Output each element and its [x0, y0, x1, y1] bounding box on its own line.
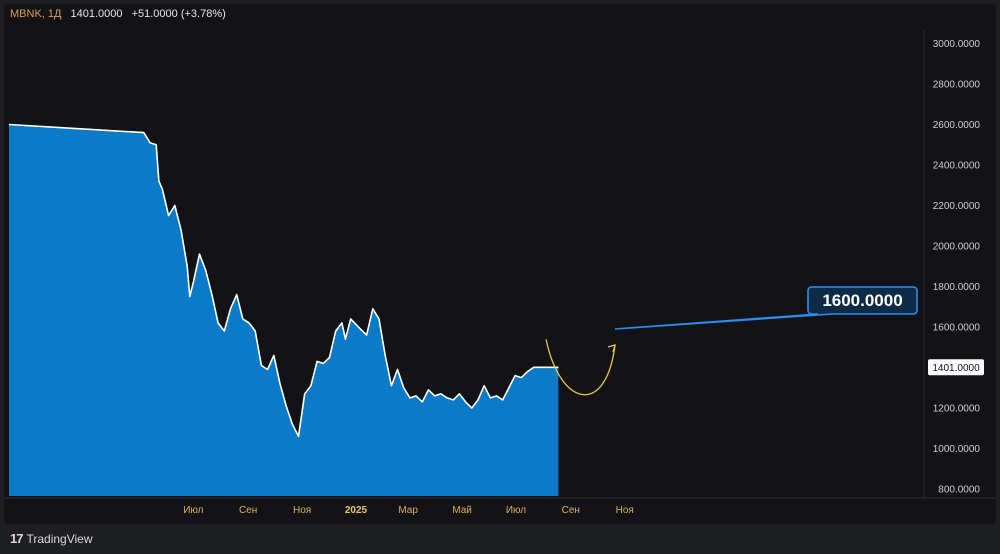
projection-arrowhead [607, 344, 616, 353]
y-tick-label: 1800.0000 [933, 282, 981, 293]
symbol-label[interactable]: MBNK, 1Д [10, 8, 62, 20]
x-tick-label: Июл [506, 505, 526, 516]
y-tick-label: 2200.0000 [933, 201, 981, 212]
y-tick-label: 2800.0000 [933, 80, 981, 91]
last-price-tag: 1401.0000 [928, 359, 984, 376]
time-axis[interactable]: Июл Сен Ноя 2025 Мар Май Июл Сен Ноя [183, 505, 634, 516]
tradingview-logo-text: TradingView [26, 531, 93, 546]
y-tick-label: 3000.0000 [933, 39, 981, 50]
x-tick-label: Май [452, 505, 472, 516]
last-price-tag-label: 1401.0000 [932, 363, 980, 374]
last-price-value: 1401.0000 [70, 8, 123, 20]
y-tick-label: 800.0000 [938, 485, 980, 496]
x-tick-label: Сен [562, 505, 580, 516]
target-label: 1600.0000 [822, 291, 902, 310]
symbol-header: MBNK, 1Д 1401.0000 +51.0000 (+3.78%) [10, 8, 226, 20]
y-tick-label: 1600.0000 [933, 323, 981, 334]
y-tick-label: 1200.0000 [933, 404, 981, 415]
x-tick-label: Ноя [293, 505, 311, 516]
x-tick-label: Сен [239, 505, 257, 516]
tradingview-logo[interactable]: 17 TradingView [10, 531, 93, 546]
y-tick-label: 1000.0000 [933, 444, 981, 455]
y-tick-label: 2400.0000 [933, 161, 981, 172]
x-tick-label: 2025 [345, 505, 368, 516]
projection-arrow [545, 339, 616, 396]
last-price-tag-box [928, 359, 984, 376]
price-line [8, 123, 559, 438]
x-tick-label: Июл [183, 505, 203, 516]
x-tick-label: Ноя [616, 505, 634, 516]
price-area [9, 124, 559, 496]
target-callout[interactable]: 1600.0000 [614, 286, 918, 330]
y-tick-label: 2000.0000 [933, 242, 981, 253]
target-callout-shape [614, 286, 918, 330]
y-tick-label: 2600.0000 [933, 120, 981, 131]
x-tick-label: Мар [398, 505, 418, 516]
price-change: +51.0000 (+3.78%) [131, 8, 226, 20]
tradingview-logo-icon: 17 [10, 531, 24, 546]
